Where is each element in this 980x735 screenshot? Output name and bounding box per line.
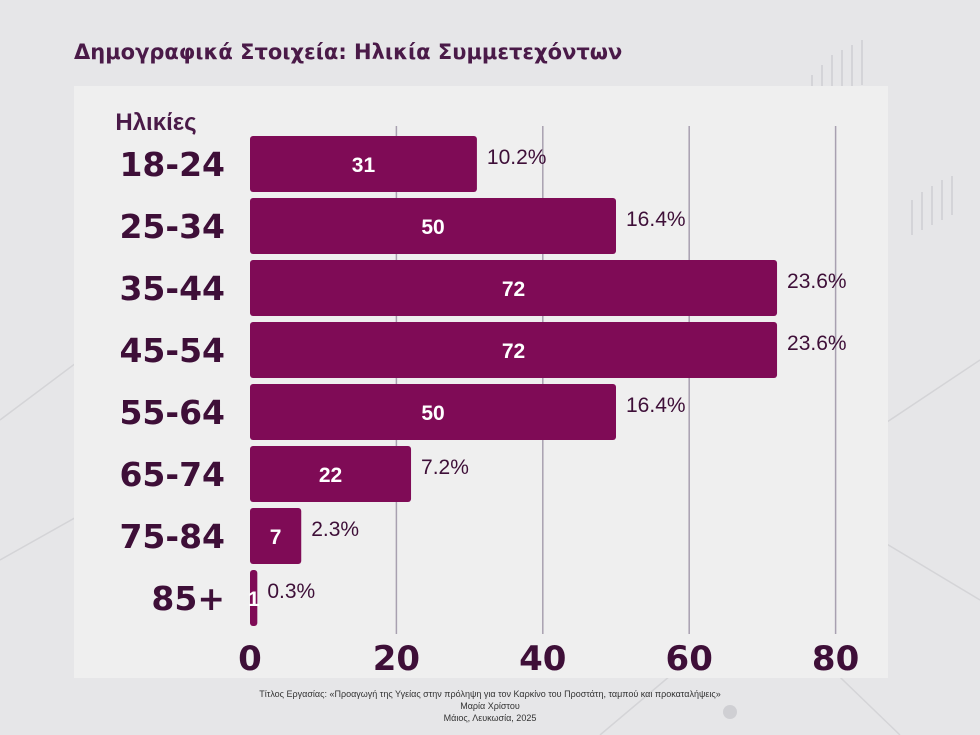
footer: Τίτλος Εργασίας: «Προαγωγή της Υγείας στ… — [0, 688, 980, 724]
chart-title: Δημογραφικά Στοιχεία: Ηλικία Συμμετεχόντ… — [74, 40, 623, 64]
bar-percent-label: 7.2% — [421, 456, 469, 479]
bar-value-label: 31 — [352, 154, 376, 177]
bar-percent-label: 0.3% — [267, 580, 315, 603]
bar-value-label: 22 — [319, 464, 342, 487]
bar-value-label: 50 — [421, 216, 444, 239]
bar-percent-label: 23.6% — [787, 270, 847, 293]
category-label: 35-44 — [119, 269, 225, 308]
bar — [250, 322, 778, 378]
bar — [250, 570, 258, 626]
bar — [250, 508, 302, 564]
x-tick-label: 20 — [373, 639, 420, 678]
category-label: 65-74 — [119, 455, 225, 494]
bar — [250, 198, 616, 254]
category-label: 75-84 — [119, 517, 225, 556]
category-label: 25-34 — [119, 207, 225, 246]
x-tick-label: 80 — [812, 639, 859, 678]
footer-date-place: Μάιος, Λευκωσία, 2025 — [443, 713, 537, 723]
bar — [250, 136, 477, 192]
bar-percent-label: 2.3% — [311, 518, 359, 541]
bar-value-label: 72 — [502, 340, 525, 363]
x-tick-label: 60 — [666, 639, 713, 678]
footer-author: Μαρία Χρίστου — [460, 701, 520, 711]
x-tick-label: 40 — [519, 639, 566, 678]
bar-value-label: 50 — [421, 402, 444, 425]
bar — [250, 260, 778, 316]
bar-value-label: 7 — [270, 526, 282, 549]
bar-percent-label: 23.6% — [787, 332, 847, 355]
category-label: 55-64 — [119, 393, 225, 432]
x-tick-label: 0 — [238, 639, 262, 678]
bar-percent-label: 16.4% — [626, 208, 686, 231]
bar — [250, 384, 616, 440]
category-label: 45-54 — [119, 331, 225, 370]
bar — [250, 446, 412, 502]
chart-panel: Ηλικίες 18-24 31 10.2% 25-34 50 16.4% 35-44 72 23… — [74, 86, 888, 678]
y-axis-title: Ηλικίες — [115, 109, 196, 136]
bar-percent-label: 16.4% — [626, 394, 686, 417]
bar-value-label: 72 — [502, 278, 525, 301]
bar-value-label: 1 — [248, 588, 260, 611]
bar-chart: Ηλικίες 18-24 31 10.2% 25-34 50 16.4% 35-44 72 23… — [115, 109, 859, 678]
footer-project-title: Τίτλος Εργασίας: «Προαγωγή της Υγείας στ… — [259, 689, 721, 699]
category-label: 85+ — [151, 579, 225, 618]
bar-percent-label: 10.2% — [487, 146, 547, 169]
category-label: 18-24 — [119, 145, 225, 184]
